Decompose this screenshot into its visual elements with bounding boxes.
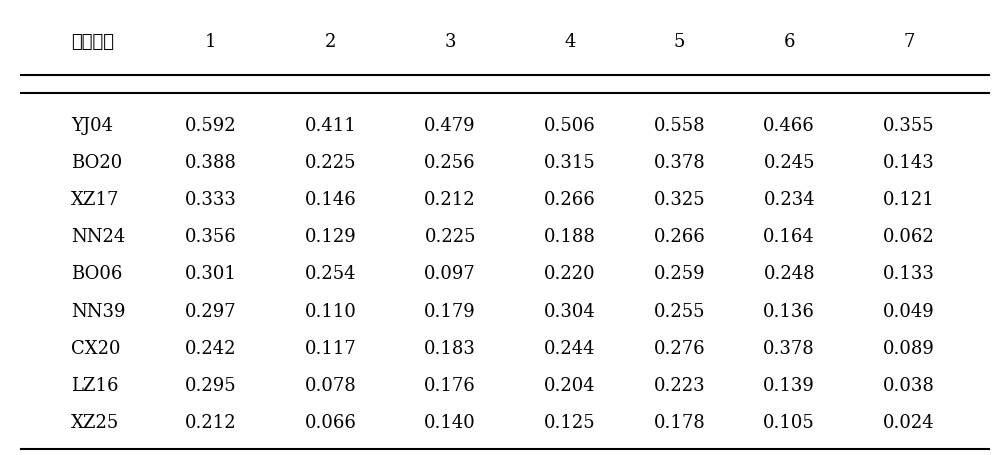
Text: BO06: BO06	[71, 265, 123, 283]
Text: 0.333: 0.333	[185, 191, 237, 209]
Text: 0.117: 0.117	[305, 339, 356, 357]
Text: 0.183: 0.183	[424, 339, 476, 357]
Text: 0.466: 0.466	[763, 117, 815, 135]
Text: 0.255: 0.255	[654, 302, 705, 320]
Text: 0.301: 0.301	[185, 265, 237, 283]
Text: 0.388: 0.388	[185, 154, 237, 172]
Text: 0.297: 0.297	[185, 302, 237, 320]
Text: BO20: BO20	[71, 154, 122, 172]
Text: 0.220: 0.220	[544, 265, 596, 283]
Text: 0.143: 0.143	[883, 154, 935, 172]
Text: 0.223: 0.223	[654, 376, 705, 394]
Text: CX20: CX20	[71, 339, 121, 357]
Text: 0.049: 0.049	[883, 302, 935, 320]
Text: 0.136: 0.136	[763, 302, 815, 320]
Text: 2: 2	[325, 33, 336, 51]
Text: 0.078: 0.078	[305, 376, 356, 394]
Text: 0.315: 0.315	[544, 154, 596, 172]
Text: 0.259: 0.259	[654, 265, 705, 283]
Text: 0.276: 0.276	[654, 339, 705, 357]
Text: 1: 1	[205, 33, 217, 51]
Text: 0.212: 0.212	[424, 191, 476, 209]
Text: 0.558: 0.558	[654, 117, 705, 135]
Text: 0.105: 0.105	[763, 413, 815, 431]
Text: 0.356: 0.356	[185, 228, 237, 246]
Text: 0.242: 0.242	[185, 339, 237, 357]
Text: 0.179: 0.179	[424, 302, 476, 320]
Text: 0.248: 0.248	[763, 265, 815, 283]
Text: 0.592: 0.592	[185, 117, 237, 135]
Text: 3: 3	[444, 33, 456, 51]
Text: 0.325: 0.325	[654, 191, 705, 209]
Text: XZ25: XZ25	[71, 413, 119, 431]
Text: 0.244: 0.244	[544, 339, 596, 357]
Text: NN24: NN24	[71, 228, 125, 246]
Text: 4: 4	[564, 33, 575, 51]
Text: 0.479: 0.479	[424, 117, 476, 135]
Text: 0.089: 0.089	[883, 339, 935, 357]
Text: 0.110: 0.110	[305, 302, 356, 320]
Text: 0.176: 0.176	[424, 376, 476, 394]
Text: 0.295: 0.295	[185, 376, 237, 394]
Text: 0.212: 0.212	[185, 413, 237, 431]
Text: 0.140: 0.140	[424, 413, 476, 431]
Text: 0.378: 0.378	[654, 154, 705, 172]
Text: 0.146: 0.146	[305, 191, 356, 209]
Text: 0.266: 0.266	[544, 191, 596, 209]
Text: 0.355: 0.355	[883, 117, 935, 135]
Text: 0.024: 0.024	[883, 413, 935, 431]
Text: 0.097: 0.097	[424, 265, 476, 283]
Text: XZ17: XZ17	[71, 191, 120, 209]
Text: 0.062: 0.062	[883, 228, 935, 246]
Text: YJ04: YJ04	[71, 117, 113, 135]
Text: 0.133: 0.133	[883, 265, 935, 283]
Text: 0.066: 0.066	[305, 413, 356, 431]
Text: 0.121: 0.121	[883, 191, 935, 209]
Text: 0.038: 0.038	[883, 376, 935, 394]
Text: 0.506: 0.506	[544, 117, 596, 135]
Text: 复合因子: 复合因子	[71, 33, 114, 51]
Text: 0.378: 0.378	[763, 339, 815, 357]
Text: 0.254: 0.254	[305, 265, 356, 283]
Text: 0.225: 0.225	[305, 154, 356, 172]
Text: 5: 5	[674, 33, 685, 51]
Text: 0.225: 0.225	[424, 228, 476, 246]
Text: 0.129: 0.129	[305, 228, 356, 246]
Text: 0.266: 0.266	[654, 228, 705, 246]
Text: 0.178: 0.178	[654, 413, 705, 431]
Text: 0.125: 0.125	[544, 413, 596, 431]
Text: 0.188: 0.188	[544, 228, 596, 246]
Text: 0.256: 0.256	[424, 154, 476, 172]
Text: 0.304: 0.304	[544, 302, 596, 320]
Text: 0.245: 0.245	[763, 154, 815, 172]
Text: 6: 6	[783, 33, 795, 51]
Text: NN39: NN39	[71, 302, 126, 320]
Text: 0.234: 0.234	[763, 191, 815, 209]
Text: 0.139: 0.139	[763, 376, 815, 394]
Text: 0.164: 0.164	[763, 228, 815, 246]
Text: 0.411: 0.411	[305, 117, 356, 135]
Text: 0.204: 0.204	[544, 376, 596, 394]
Text: 7: 7	[903, 33, 915, 51]
Text: LZ16: LZ16	[71, 376, 119, 394]
